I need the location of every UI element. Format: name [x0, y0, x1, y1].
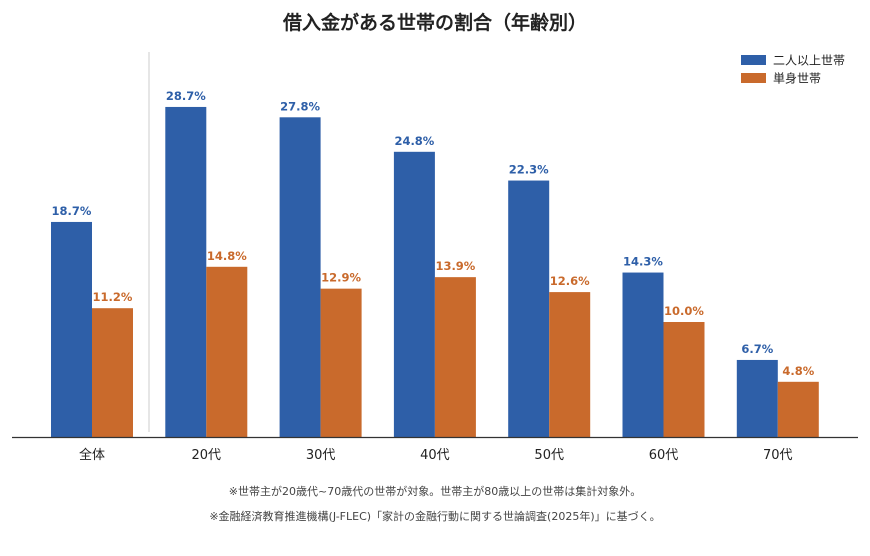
x-tick-label-60代: 60代: [649, 448, 679, 463]
legend-swatch-単身世帯: [741, 73, 766, 83]
footnote-scope: ※世帯主が20歳代~70歳代の世帯が対象。世帯主が80歳以上の世帯は集計対象外。: [228, 485, 642, 498]
data-label-全体-二人以上世帯: 18.7%: [52, 204, 92, 218]
data-label-30代-単身世帯: 12.9%: [321, 271, 361, 285]
bar-60代-単身世帯: [663, 322, 705, 437]
bar-30代-単身世帯: [320, 288, 362, 437]
x-tick-label-全体: 全体: [79, 447, 105, 463]
x-tick-label-50代: 50代: [534, 448, 564, 463]
bar-30代-二人以上世帯: [279, 117, 321, 438]
bar-全体-二人以上世帯: [51, 221, 92, 437]
x-tick-label-20代: 20代: [192, 448, 222, 463]
data-label-20代-単身世帯: 14.8%: [207, 249, 247, 263]
data-label-60代-二人以上世帯: 14.3%: [623, 255, 663, 269]
bar-全体-単身世帯: [92, 308, 133, 437]
x-tick-label-40代: 40代: [420, 448, 450, 463]
bar-70代-二人以上世帯: [736, 359, 778, 437]
bar-20代-二人以上世帯: [165, 106, 207, 437]
x-tick-label-70代: 70代: [763, 448, 793, 463]
bar-50代-単身世帯: [549, 292, 591, 437]
data-label-全体-単身世帯: 11.2%: [93, 290, 133, 304]
data-label-40代-二人以上世帯: 24.8%: [394, 134, 434, 148]
data-label-40代-単身世帯: 13.9%: [435, 259, 475, 273]
x-tick-label-30代: 30代: [306, 448, 336, 463]
footnote-source: ※金融経済教育推進機構(J-FLEC)「家計の金融行動に関する世論調査(2025…: [209, 510, 661, 523]
bar-40代-二人以上世帯: [393, 151, 435, 438]
bar-70代-単身世帯: [777, 381, 819, 437]
data-label-60代-単身世帯: 10.0%: [664, 304, 704, 318]
chart-title: 借入金がある世帯の割合（年齢別）: [282, 12, 587, 34]
bar-50代-二人以上世帯: [508, 180, 550, 438]
data-label-30代-二人以上世帯: 27.8%: [280, 99, 320, 113]
data-label-70代-二人以上世帯: 6.7%: [741, 342, 773, 356]
data-label-70代-単身世帯: 4.8%: [782, 364, 814, 378]
data-label-50代-単身世帯: 12.6%: [550, 274, 590, 288]
bar-60代-二人以上世帯: [622, 272, 664, 437]
bar-40代-単身世帯: [434, 277, 476, 437]
data-label-50代-二人以上世帯: 22.3%: [509, 163, 549, 177]
legend-label-二人以上世帯: 二人以上世帯: [773, 54, 845, 68]
data-label-20代-二人以上世帯: 28.7%: [166, 89, 206, 103]
legend-swatch-二人以上世帯: [741, 55, 766, 65]
legend-label-単身世帯: 単身世帯: [773, 71, 821, 86]
bar-20代-単身世帯: [206, 266, 248, 437]
